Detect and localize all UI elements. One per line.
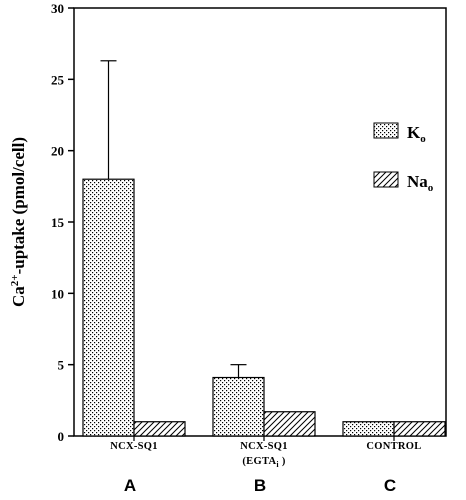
y-tick-label: 0 — [58, 429, 65, 444]
category-sublabel-end: ) — [279, 456, 286, 467]
bar-k-2 — [212, 376, 265, 437]
legend-label-k-sub: o — [420, 133, 426, 145]
legend-swatch-k — [373, 122, 399, 139]
y-axis: 0 5 10 15 20 25 30 — [51, 1, 74, 444]
panel-label: C — [384, 476, 396, 495]
legend-label-na-name: Na — [407, 172, 428, 191]
panel-label: B — [254, 476, 266, 495]
y-axis-label-pre: Ca — [9, 286, 28, 307]
y-tick-label: 20 — [51, 144, 64, 159]
category-label: NCX-SQ1 — [110, 441, 158, 452]
legend-label-k-name: K — [407, 123, 421, 142]
bar-na-2 — [263, 411, 316, 437]
y-axis-label: Ca2+-uptake (pmol/cell) — [9, 137, 28, 307]
category-label: CONTROL — [366, 441, 421, 452]
y-tick-label: 10 — [51, 286, 64, 301]
legend-label-na-sub: o — [428, 182, 434, 194]
y-axis-label-sup: 2+ — [9, 274, 21, 286]
legend: Ko Nao — [373, 122, 434, 194]
category-sublabel: (EGTAi ) — [242, 456, 285, 469]
y-axis-label-post: -uptake (pmol/cell) — [9, 137, 28, 274]
category-sublabel-sub: i — [276, 460, 279, 469]
category-label: NCX-SQ1 — [240, 441, 288, 452]
y-tick-label: 5 — [58, 358, 65, 373]
bar-na-1 — [133, 421, 186, 437]
legend-swatch-na — [373, 171, 399, 188]
category-sublabel-text: (EGTA — [242, 456, 276, 467]
legend-label-k: Ko — [407, 123, 426, 145]
y-tick-label: 25 — [51, 72, 65, 87]
bar-na-3 — [393, 421, 446, 437]
y-tick-label: 15 — [51, 215, 65, 230]
legend-label-na: Nao — [407, 172, 434, 194]
bar-k-3 — [342, 421, 395, 437]
x-axis: NCX-SQ1 A NCX-SQ1 (EGTAi ) B CONTROL C — [110, 436, 421, 495]
bar-k-1 — [82, 178, 135, 437]
bars — [82, 60, 446, 437]
panel-label: A — [124, 476, 136, 495]
y-tick-label: 30 — [51, 1, 64, 16]
